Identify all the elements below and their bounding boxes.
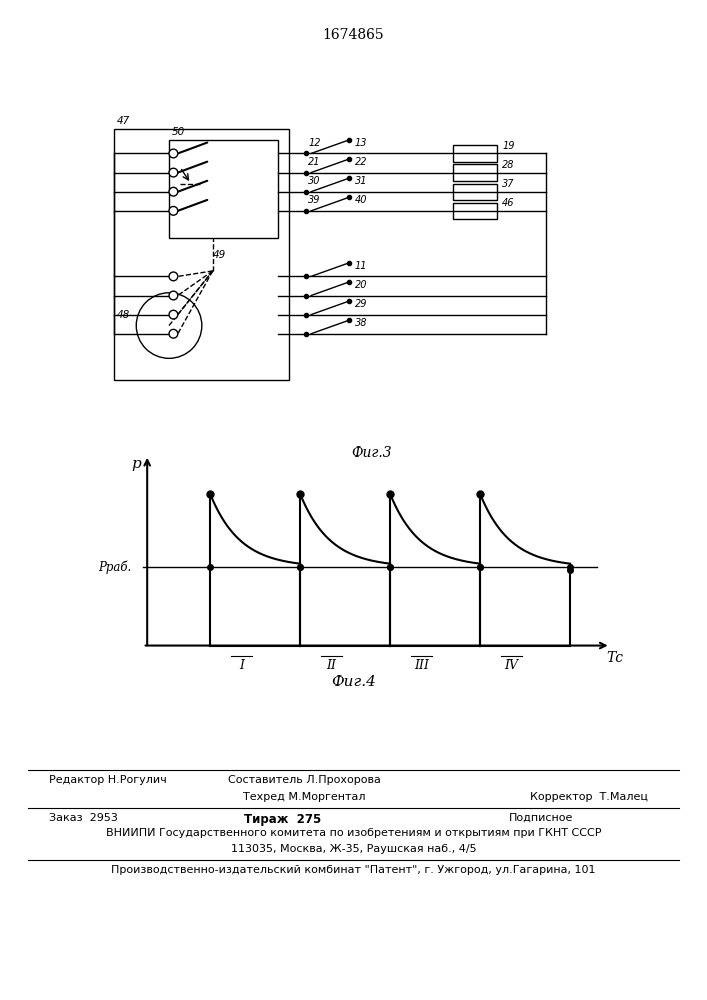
Text: Тираж  275: Тираж 275: [244, 813, 322, 826]
Text: Фиг.3: Фиг.3: [351, 446, 392, 460]
Circle shape: [169, 329, 177, 338]
Circle shape: [169, 168, 177, 177]
Text: 22: 22: [355, 157, 367, 167]
Text: 50: 50: [172, 127, 185, 137]
Text: ВНИИПИ Государственного комитета по изобретениям и открытиям при ГКНТ СССР: ВНИИПИ Государственного комитета по изоб…: [106, 828, 601, 838]
Text: 40: 40: [355, 195, 367, 205]
Text: Техред М.Моргентал: Техред М.Моргентал: [243, 792, 366, 802]
Text: Производственно-издательский комбинат "Патент", г. Ужгород, ул.Гагарина, 101: Производственно-издательский комбинат "П…: [111, 865, 596, 875]
Text: 1674865: 1674865: [322, 28, 385, 42]
Text: 46: 46: [502, 198, 515, 208]
Text: 28: 28: [502, 160, 515, 170]
Text: 37: 37: [502, 179, 515, 189]
Text: III: III: [414, 659, 429, 672]
Text: Заказ  2953: Заказ 2953: [49, 813, 118, 823]
Circle shape: [169, 206, 177, 215]
Text: Pраб.: Pраб.: [98, 561, 131, 574]
Text: 30: 30: [308, 176, 321, 186]
Circle shape: [169, 310, 177, 319]
Bar: [453, 145, 497, 162]
Bar: [169, 140, 279, 238]
Text: Tс: Tс: [607, 651, 624, 665]
Text: 19: 19: [502, 141, 515, 151]
Text: II: II: [327, 659, 337, 672]
Circle shape: [169, 291, 177, 300]
Text: 48: 48: [117, 310, 130, 320]
Text: Составитель Л.Прохорова: Составитель Л.Прохорова: [228, 775, 380, 785]
Text: 49: 49: [213, 250, 226, 260]
Text: p: p: [132, 457, 141, 471]
Text: 20: 20: [355, 280, 367, 290]
Text: IV: IV: [505, 659, 519, 672]
Text: 21: 21: [308, 157, 321, 167]
Text: 13: 13: [355, 138, 367, 148]
Text: 38: 38: [355, 318, 367, 328]
Text: 47: 47: [117, 116, 130, 126]
Bar: [115, 129, 289, 380]
Text: Корректор  Т.Малец: Корректор Т.Малец: [530, 792, 648, 802]
Text: Редактор Н.Рогулич: Редактор Н.Рогулич: [49, 775, 168, 785]
Circle shape: [169, 149, 177, 158]
Text: Фиг.4: Фиг.4: [331, 675, 376, 689]
Text: I: I: [239, 659, 244, 672]
Bar: [453, 203, 497, 219]
Text: 11: 11: [355, 261, 367, 271]
Text: 39: 39: [308, 195, 321, 205]
Circle shape: [169, 187, 177, 196]
Text: 29: 29: [355, 299, 367, 309]
Text: 12: 12: [308, 138, 321, 148]
Bar: [453, 164, 497, 181]
Text: 113035, Москва, Ж-35, Раушская наб., 4/5: 113035, Москва, Ж-35, Раушская наб., 4/5: [230, 844, 477, 854]
Text: 31: 31: [355, 176, 367, 186]
Circle shape: [169, 272, 177, 281]
Bar: [453, 184, 497, 200]
Text: Подписное: Подписное: [509, 813, 573, 823]
